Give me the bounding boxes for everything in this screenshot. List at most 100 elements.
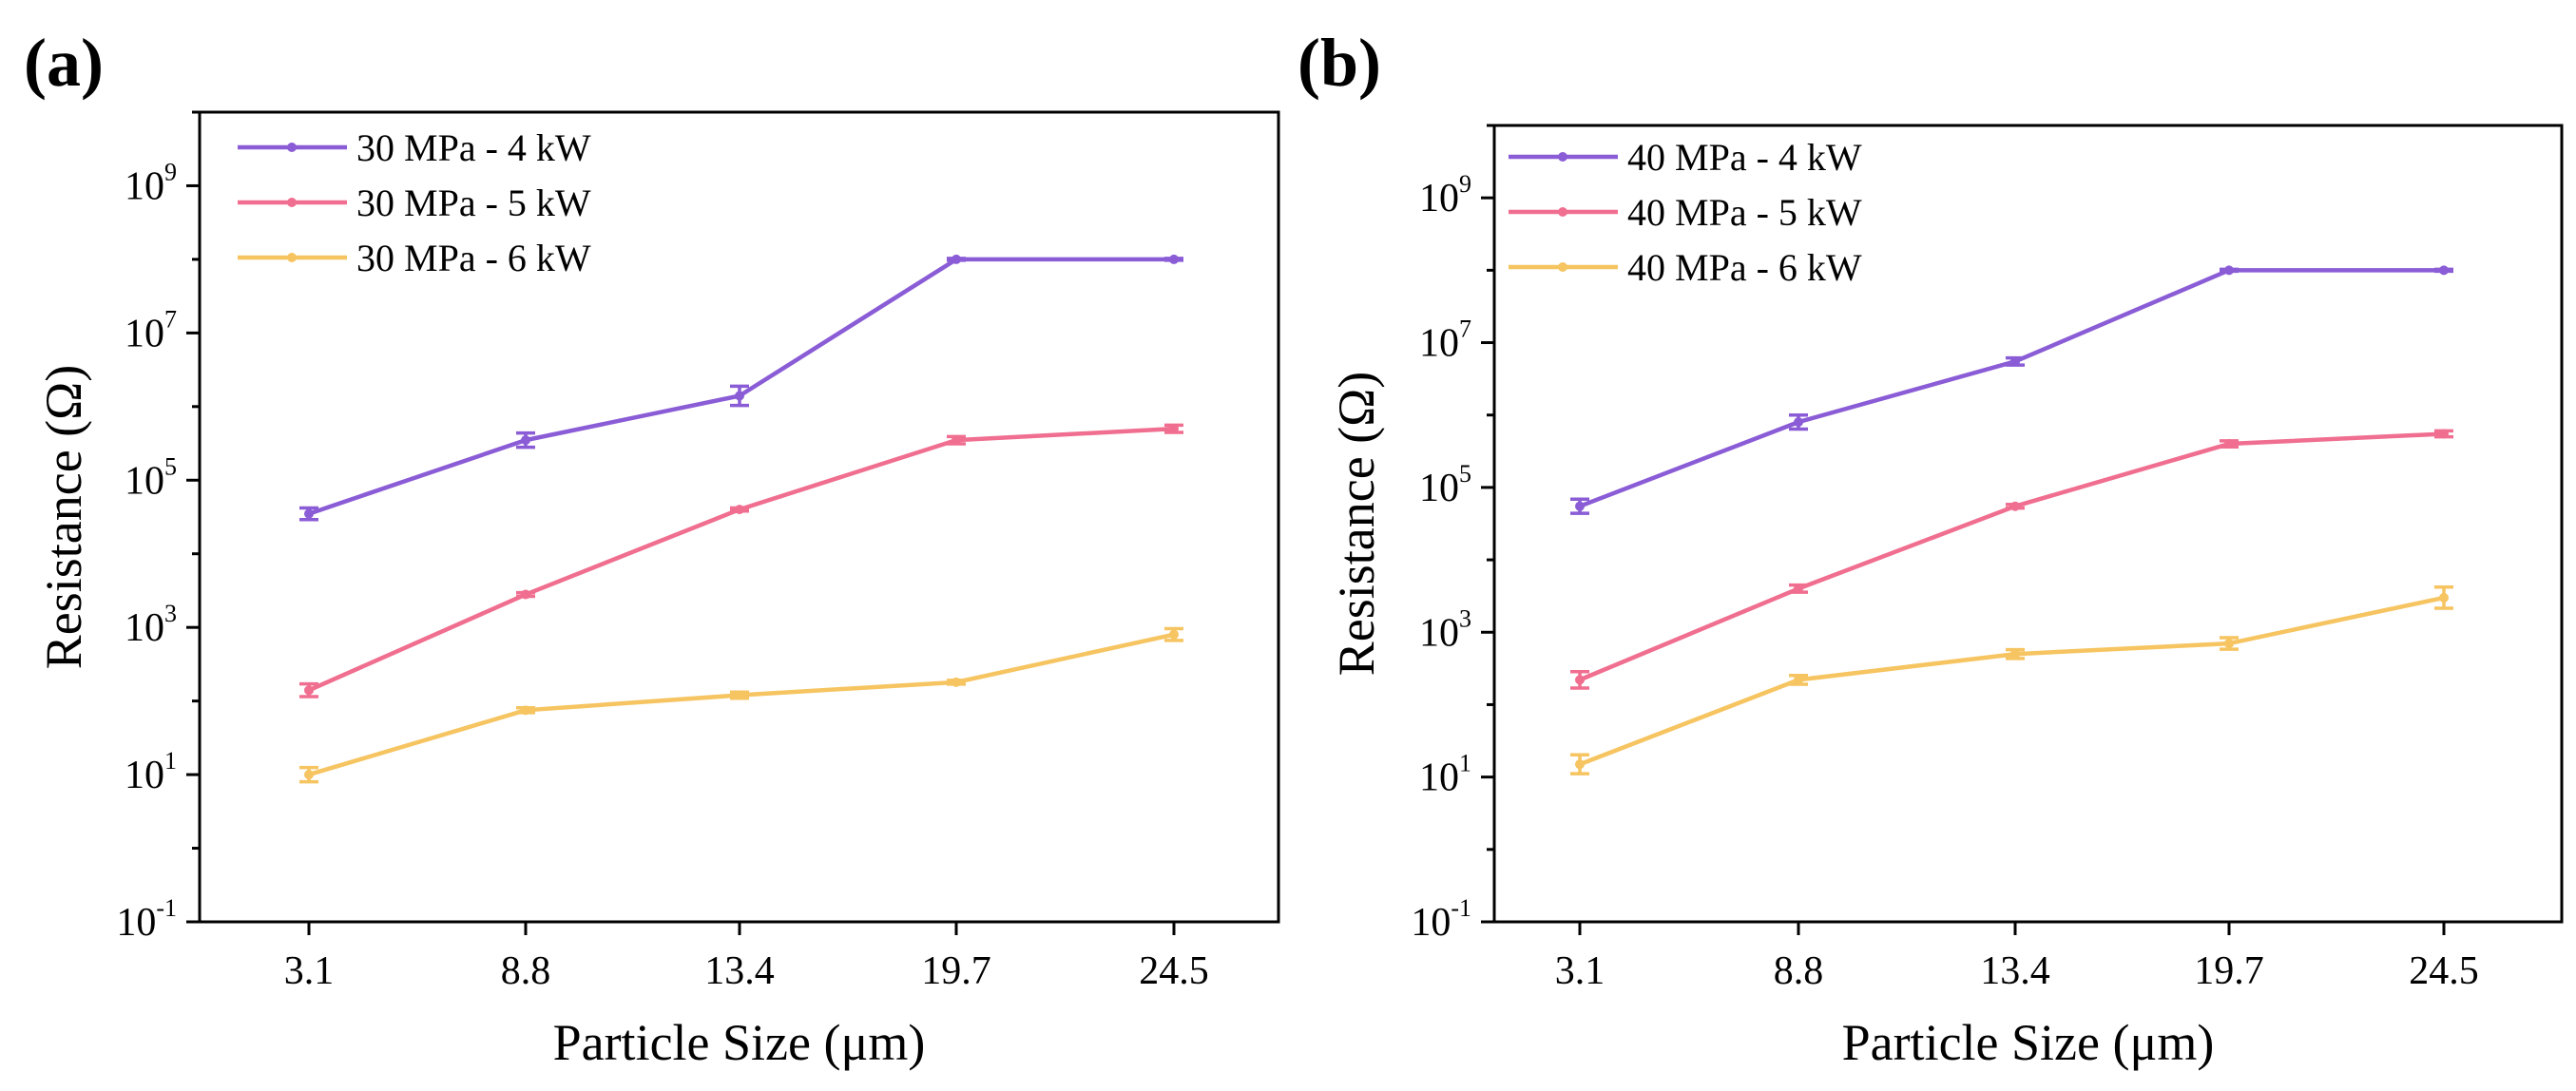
x-tick-label: 13.4 [704,949,775,993]
y-tick-label: 109 [1419,170,1471,220]
panel-label: (b) [1298,25,1381,101]
y-tick-exponent: 9 [164,158,177,185]
data-point [1794,417,1803,428]
x-axis-title: Particle Size (μm) [553,1014,926,1071]
y-tick-exponent: 5 [164,452,177,480]
y-axis-title: Resistance (Ω) [35,365,92,670]
data-point [952,677,961,687]
data-point [2010,501,2020,511]
legend-label: 30 MPa - 6 kW [356,237,591,279]
data-point [1575,675,1585,685]
data-point [952,435,961,446]
y-tick-label: 10-1 [116,894,177,945]
y-tick-base: 10 [1419,322,1459,366]
x-tick-label: 3.1 [1555,949,1605,993]
y-tick-base: 10 [116,901,156,945]
data-point [735,690,744,700]
series-line [1579,595,2445,767]
x-tick-label: 24.5 [1139,949,1209,993]
data-point [2010,356,2020,367]
y-tick-base: 10 [125,312,164,355]
legend: 30 MPa - 4 kW 30 MPa - 5 kW 30 MPa - 6 kW [238,126,591,279]
series-line [1579,431,2445,682]
x-axis-title: Particle Size (μm) [1842,1014,2215,1071]
x-tick-label: 8.8 [1774,949,1824,993]
y-tick-exponent: 5 [1459,460,1471,488]
legend-label: 30 MPa - 5 kW [356,182,591,224]
legend-label: 40 MPa - 6 kW [1627,246,1862,289]
legend-marker [1558,207,1567,217]
data-point [521,705,530,716]
panel-label: (a) [24,25,104,101]
series-2 [1570,429,2453,690]
y-tick-label: 107 [1419,316,1471,366]
series-2 [299,423,1183,699]
y-tick-base: 10 [1411,901,1451,945]
y-tick-label: 105 [125,452,177,503]
series-line [308,632,1175,777]
y-tick-exponent: -1 [156,894,177,922]
legend-item: 30 MPa - 5 kW [238,182,591,224]
y-tick-label: 105 [1419,460,1471,510]
plot-frame [198,110,1280,924]
data-point [2439,592,2449,603]
y-tick-label: 103 [1419,604,1471,655]
y-tick-base: 10 [125,164,164,208]
data-point [1794,584,1803,594]
data-point [1575,759,1585,770]
y-tick-label: 101 [1419,750,1471,800]
data-point [304,508,314,519]
y-tick-base: 10 [1419,177,1459,220]
y-tick-exponent: 1 [1459,750,1471,777]
y-tick-exponent: 7 [1459,316,1471,343]
data-point [735,505,744,515]
data-point [1169,254,1179,264]
y-tick-label: 109 [125,158,177,208]
y-tick-base: 10 [1419,756,1459,800]
data-point [521,435,530,446]
y-tick-label: 103 [125,600,177,650]
legend-item: 40 MPa - 4 kW [1509,136,1862,179]
series-line [1579,268,2444,508]
legend: 40 MPa - 4 kW 40 MPa - 5 kW 40 MPa - 6 kW [1509,136,1862,289]
data-point [304,685,314,696]
y-tick-base: 10 [125,606,164,650]
plot-frame [1492,124,2564,924]
y-tick-exponent: 1 [164,747,177,775]
legend-item: 40 MPa - 6 kW [1509,246,1862,289]
y-tick-label: 107 [125,305,177,355]
y-tick-label: 101 [125,747,177,797]
legend-item: 40 MPa - 5 kW [1509,191,1862,234]
y-tick-exponent: 7 [164,305,177,333]
y-tick-exponent: 3 [1459,604,1471,632]
legend-marker [287,198,297,207]
x-tick-label: 3.1 [284,949,335,993]
y-tick-base: 10 [125,459,164,503]
x-tick-label: 24.5 [2409,949,2479,993]
series-1 [1570,265,2453,515]
data-point [304,770,314,780]
legend-label: 30 MPa - 4 kW [356,126,591,169]
legend-marker [1558,152,1567,162]
x-tick-label: 8.8 [501,949,551,993]
y-tick-base: 10 [125,754,164,797]
legend-label: 40 MPa - 4 kW [1627,136,1862,179]
legend-label: 40 MPa - 5 kW [1627,191,1862,234]
y-tick-exponent: 9 [1459,170,1471,198]
series-1 [299,254,1183,522]
x-tick-label: 13.4 [1980,949,2050,993]
data-point [2224,639,2234,649]
legend-marker [287,143,297,152]
data-point [2439,265,2449,276]
legend-marker [1558,262,1567,272]
y-tick-base: 10 [1419,611,1459,655]
data-point [2224,439,2234,450]
data-point [1169,629,1179,640]
data-point [952,254,961,264]
y-tick-label: 10-1 [1411,894,1471,945]
data-point [2439,429,2449,439]
series-3 [1570,585,2453,775]
y-tick-base: 10 [1419,467,1459,510]
